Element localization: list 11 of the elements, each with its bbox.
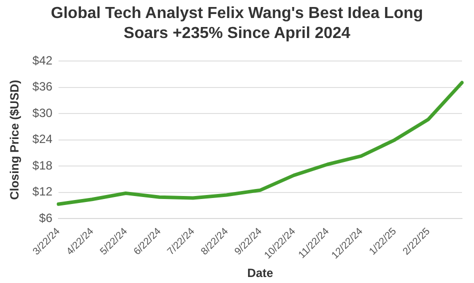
y-tick-label: $30 <box>32 106 53 120</box>
y-tick-label: $24 <box>32 132 53 146</box>
y-tick-label: $42 <box>32 54 53 68</box>
x-axis-title: Date <box>247 266 274 280</box>
chart-subtitle: Soars +235% Since April 2024 <box>122 24 352 44</box>
y-axis-title: Closing Price ($USD) <box>8 80 22 200</box>
y-tick-label: $18 <box>32 158 53 172</box>
y-tick-label: $36 <box>32 80 53 94</box>
y-tick-label: $6 <box>39 210 53 225</box>
y-tick-label: $12 <box>32 184 53 199</box>
chart-title: Global Tech Analyst Felix Wang's Best Idea Long <box>50 4 424 24</box>
